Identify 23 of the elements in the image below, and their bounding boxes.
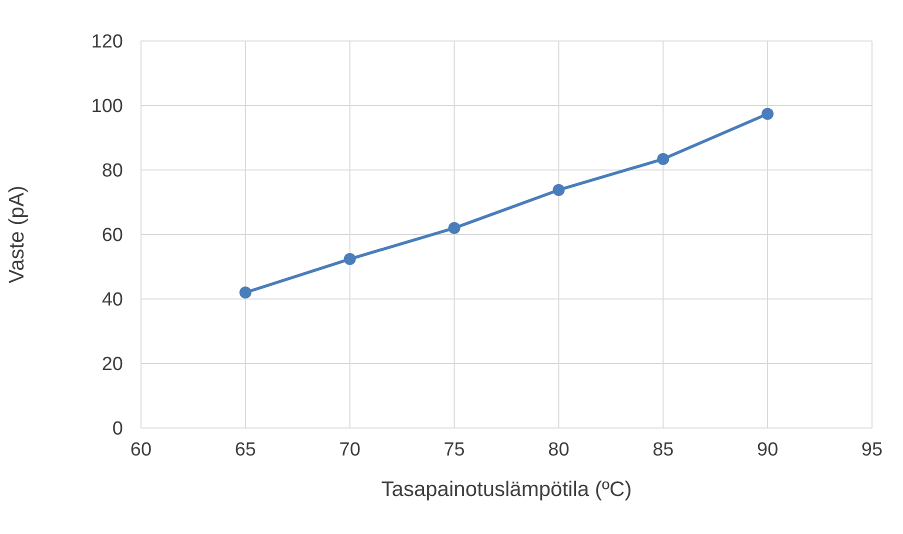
x-tick-label: 85 bbox=[652, 439, 674, 460]
x-tick-label: 80 bbox=[548, 439, 570, 460]
point bbox=[552, 184, 565, 196]
x-tick-label: 90 bbox=[757, 439, 778, 460]
x-tick-label: 75 bbox=[444, 439, 465, 460]
y-axis-title: Vaste (pA) bbox=[5, 186, 28, 284]
y-tick-label: 20 bbox=[102, 354, 123, 376]
x-axis-title: Tasapainotuslämpötila (ºC) bbox=[381, 478, 632, 501]
x-tick-label: 95 bbox=[861, 439, 883, 460]
point bbox=[762, 108, 774, 120]
y-tick-label: 80 bbox=[102, 160, 123, 182]
y-tick-label: 40 bbox=[102, 290, 123, 311]
point bbox=[657, 153, 670, 166]
point bbox=[239, 286, 252, 299]
y-tick-label: 100 bbox=[91, 96, 123, 118]
x-tick-label: 65 bbox=[234, 439, 256, 460]
y-tick-label: 120 bbox=[91, 32, 123, 53]
point bbox=[344, 253, 356, 266]
x-tick-label: 70 bbox=[339, 439, 360, 460]
point bbox=[448, 222, 460, 234]
y-tick-label: 0 bbox=[112, 418, 123, 440]
y-tick-label: 60 bbox=[102, 225, 123, 246]
x-tick-label: 60 bbox=[130, 439, 152, 460]
